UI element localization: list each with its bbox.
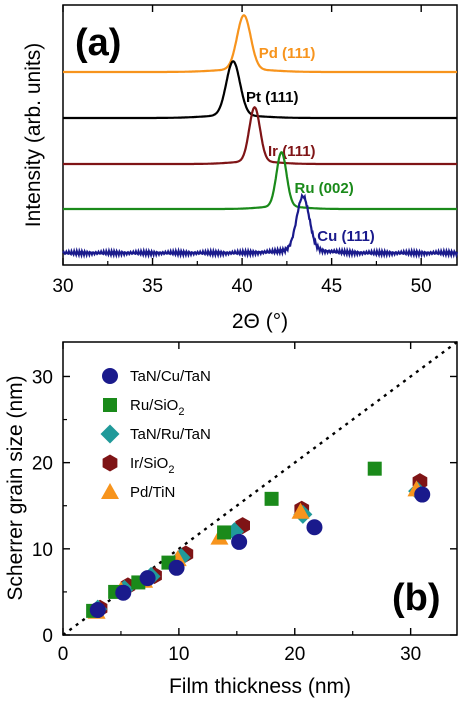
xrd-peak-label: Pd (111) [259, 45, 316, 62]
panel-b-legend: TaN/Cu/TaN Ru/SiO2 TaN/Ru/TaN Ir/SiO2 Pd/TiN [100, 368, 211, 501]
panel-b-y-tick-label: 20 [32, 454, 53, 475]
panel-b-y-tick-label: 30 [32, 367, 53, 388]
panel-b-axis-ticks: 0 10 20 30 0 10 20 30 [32, 342, 457, 665]
xrd-trace [63, 151, 457, 211]
scatter-point [291, 502, 310, 519]
xrd-trace [63, 14, 457, 74]
panel-b-x-axis-title: Film thickness (nm) [169, 675, 351, 698]
legend-marker [101, 483, 119, 499]
xrd-series-pd: Pd (111) [63, 14, 457, 74]
legend-marker [103, 398, 117, 412]
panel-b-x-tick-label: 10 [168, 644, 189, 665]
xrd-peak-label: Ru (002) [295, 180, 354, 197]
legend-marker [102, 454, 118, 472]
panel-b-y-tick-label: 0 [42, 626, 53, 647]
legend-marker [100, 424, 120, 444]
scatter-point [414, 486, 431, 503]
xrd-peak-label: Ir (111) [268, 143, 316, 160]
panel-b-x-tick-label: 30 [400, 644, 421, 665]
xrd-series-cu: Cu (111) [62, 192, 459, 259]
scatter-point [115, 584, 132, 601]
scatter-series-2 [88, 481, 428, 619]
legend-label: Pd/TiN [130, 484, 175, 501]
panel-b-data-points [86, 461, 431, 619]
panel-a-series: Pd (111) Pt (111) Ir (111) Ru (002) Cu (111) [62, 14, 459, 259]
panel-a-tag: (a) [75, 22, 121, 64]
panel-a-xrd-chart: (a) 30 35 40 45 50 Pd (111) Pt (111) Ir (111) R… [22, 4, 459, 333]
xrd-series-ru: Ru (002) [63, 151, 457, 211]
panel-a-x-tick-label: 50 [411, 276, 432, 297]
panel-a-y-axis-title: Intensity (arb. units) [22, 43, 45, 227]
panel-b-grain-size-chart: 0 10 20 30 0 10 20 30 TaN/Cu/TaN Ru/SiO2 TaN/Ru/T… [4, 341, 458, 698]
panel-b-y-axis-title: Scherrer grain size (nm) [4, 375, 27, 600]
panel-a-x-ticks: 30 35 40 45 50 [52, 5, 432, 297]
scatter-point [139, 570, 156, 587]
legend-marker [102, 368, 118, 384]
xrd-peak-label: Pt (111) [246, 89, 299, 106]
panel-a-x-tick-label: 40 [232, 276, 253, 297]
panel-b-tag: (b) [392, 577, 441, 619]
xrd-trace [62, 192, 459, 259]
panel-a-x-tick-label: 45 [321, 276, 342, 297]
legend-label: Ru/SiO2 [130, 397, 184, 418]
legend-label: TaN/Ru/TaN [130, 426, 211, 443]
legend-label: TaN/Cu/TaN [130, 368, 211, 385]
scatter-series-4 [87, 480, 426, 619]
panel-a-x-tick-label: 30 [52, 276, 73, 297]
xrd-series-pt: Pt (111) [63, 60, 457, 120]
scatter-point [89, 602, 106, 619]
panel-b-x-tick-label: 20 [284, 644, 305, 665]
scatter-series-0 [89, 486, 431, 619]
panel-a-plot-frame [62, 4, 458, 266]
xrd-peak-label: Cu (111) [317, 228, 375, 245]
scatter-point [168, 559, 185, 576]
panel-b-y-tick-label: 10 [32, 540, 53, 561]
xrd-trace [63, 105, 457, 166]
panel-a-x-axis-title: 2Θ (°) [232, 310, 288, 333]
legend-label: Ir/SiO2 [130, 455, 174, 476]
xrd-trace [63, 60, 457, 120]
scatter-point [306, 519, 323, 536]
panel-a-x-tick-label: 35 [142, 276, 163, 297]
scatter-point [231, 533, 248, 550]
scatter-point [367, 461, 382, 476]
panel-b-plot-frame [62, 341, 458, 636]
panel-b-x-tick-label: 0 [58, 644, 69, 665]
scatter-point [264, 491, 279, 506]
scatter-point [217, 525, 232, 540]
